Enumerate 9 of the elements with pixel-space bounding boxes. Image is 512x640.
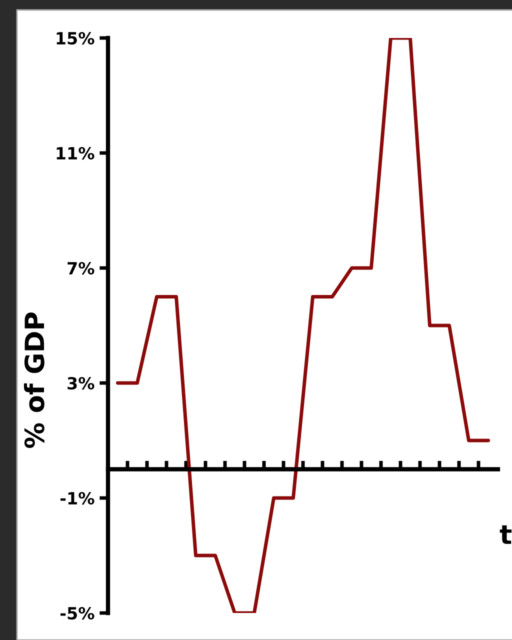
y-tick-label: 7%: [68, 262, 94, 275]
y-tick-label: 3%: [68, 376, 94, 390]
line-series: [116, 38, 490, 613]
y-axis-title: % of GDP: [24, 312, 44, 448]
y-tick-label: -1%: [60, 492, 94, 505]
y-tick-label: 11%: [56, 146, 94, 160]
y-tick-label: 15%: [56, 32, 94, 45]
x-axis-title: t: [500, 525, 512, 544]
y-tick-label: -5%: [60, 606, 94, 620]
